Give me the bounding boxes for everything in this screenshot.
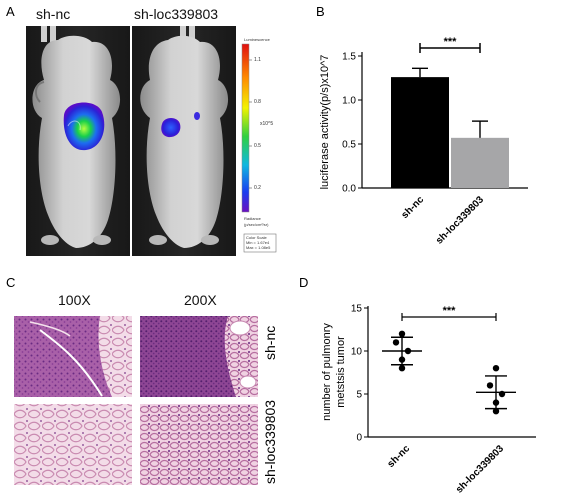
histology-row-label-sh-loc339803: sh-loc339803 <box>262 399 278 484</box>
y-tick-label: 0.0 <box>342 184 356 195</box>
significance-label: *** <box>444 36 458 48</box>
data-point-sh-loc339803 <box>492 399 500 406</box>
y-axis-label: luciferase activity(p/s)x10^7 <box>319 55 331 190</box>
scale-unit: x10^5 <box>260 121 274 127</box>
data-point-sh-loc339803 <box>486 382 494 389</box>
x-tick-label-sh-loc339803: sh-loc339803 <box>454 443 507 496</box>
data-point-sh-nc <box>398 356 406 363</box>
luciferase-bar-chart: 0.0 0.5 1.0 1.5 sh-nc sh-loc339803 *** lucifera… <box>319 36 528 247</box>
data-point-sh-nc <box>404 347 412 355</box>
panel-d-letter: D <box>299 275 309 290</box>
y-tick-label: 0.5 <box>342 140 356 151</box>
mouse-image-sh-nc <box>26 26 130 256</box>
data-point-sh-loc339803 <box>492 365 500 372</box>
y-tick-label: 15 <box>351 304 363 315</box>
mouse-image-sh-loc339803 <box>132 26 236 256</box>
luminescence-color-scale <box>241 43 277 253</box>
histology-100x-sh-loc339803 <box>14 404 132 485</box>
scale-tick-2: 0.8 <box>254 99 261 105</box>
significance-label: *** <box>443 305 457 317</box>
y-tick-label: 1.5 <box>342 52 356 63</box>
data-point-sh-nc <box>398 365 406 372</box>
magnification-200x: 200X <box>184 292 217 308</box>
y-axis-label-line1: number of pulmonry <box>321 323 333 421</box>
histology-200x-sh-loc339803 <box>140 404 258 485</box>
x-tick-label-sh-nc: sh-nc <box>385 443 412 470</box>
data-point-sh-nc <box>392 339 400 346</box>
scale-title: Luminescence <box>244 37 270 42</box>
scale-color-scale: Color Scale <box>246 235 267 240</box>
data-point-sh-loc339803 <box>498 390 506 398</box>
mouse-label-sh-nc: sh-nc <box>36 6 71 22</box>
scale-min: Min = 1.67e4 <box>246 240 270 245</box>
bar-sh-loc339803 <box>451 137 509 188</box>
scale-radiance-units: (p/sec/cm²/sr) <box>244 222 269 227</box>
magnification-100x: 100X <box>58 292 91 308</box>
panel-c-letter: C <box>6 275 16 290</box>
mouse-label-sh-loc339803: sh-loc339803 <box>134 6 219 22</box>
data-point-sh-loc339803 <box>492 408 500 415</box>
scale-tick-3: 0.5 <box>254 143 261 149</box>
y-axis-label-line2: metstsis tumor <box>335 336 347 408</box>
bar-sh-nc <box>391 77 449 188</box>
panel-b-letter: B <box>316 4 325 19</box>
scale-tick-1: 1.1 <box>254 57 261 63</box>
x-tick-label-sh-nc: sh-nc <box>399 194 426 221</box>
y-tick-label: 0 <box>356 433 362 444</box>
scale-radiance: Radiance <box>244 216 261 221</box>
y-tick-label: 1.0 <box>342 96 356 107</box>
x-tick-label-sh-loc339803: sh-loc339803 <box>434 194 487 247</box>
y-tick-label: 10 <box>351 347 363 358</box>
y-tick-label: 5 <box>356 390 362 401</box>
histology-200x-sh-nc <box>140 316 258 397</box>
data-point-sh-nc <box>398 330 406 337</box>
metastasis-scatter-chart: 0 5 10 15 sh-nc sh-loc339803 *** number of pulm… <box>321 304 536 496</box>
scale-max: Max = 1.08e5 <box>246 245 271 250</box>
histology-row-label-sh-nc: sh-nc <box>262 325 278 360</box>
histology-100x-sh-nc <box>14 316 132 397</box>
scale-tick-4: 0.2 <box>254 185 261 191</box>
panel-a-letter: A <box>6 4 15 19</box>
